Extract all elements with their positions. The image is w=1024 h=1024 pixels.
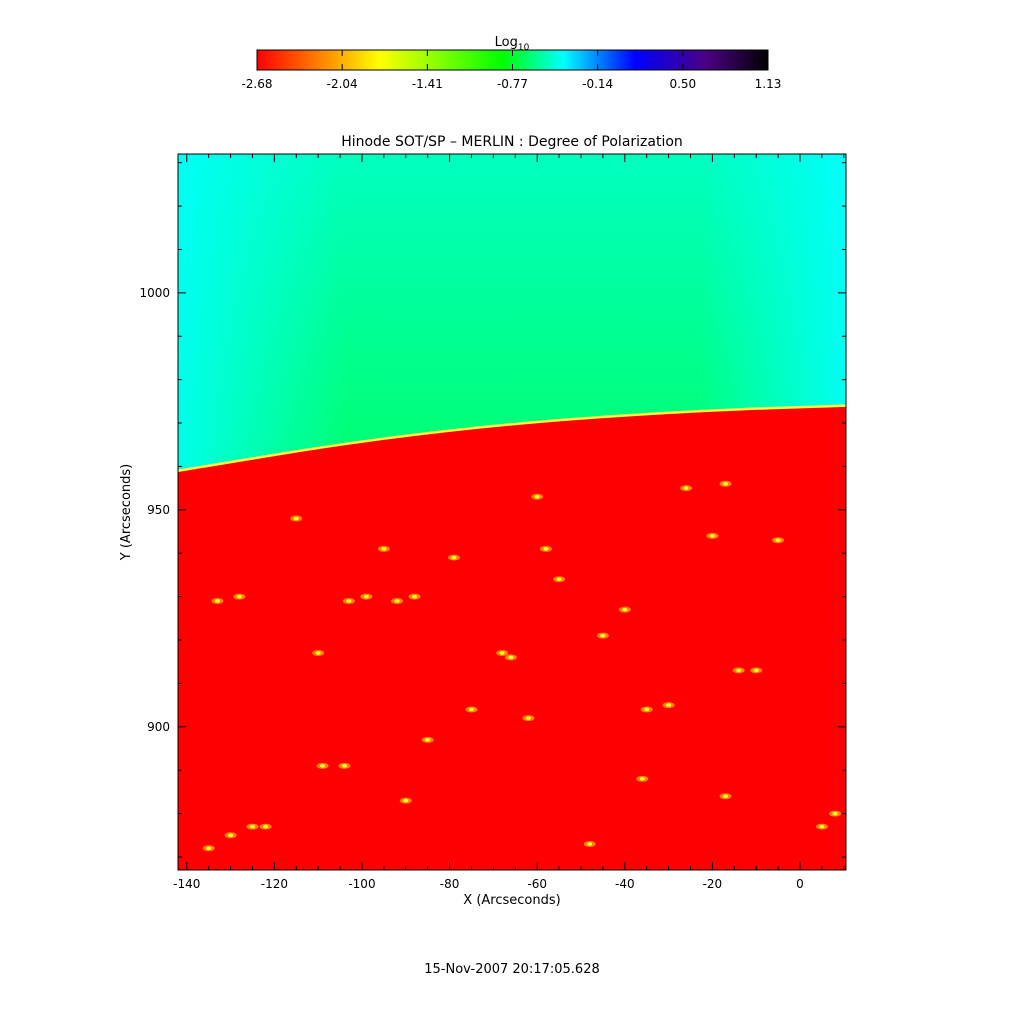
polarization-feature-core	[819, 824, 825, 829]
colorbar: Log10 -2.68 -2.04 -1.41 -0.77 -0.14 0.50 1.13	[241, 35, 781, 91]
polarization-feature-core	[228, 833, 234, 838]
polarization-feature-core	[315, 651, 321, 655]
polarization-feature-core	[666, 703, 672, 707]
polarization-feature-core	[683, 486, 689, 490]
polarization-feature-core	[206, 846, 212, 851]
chart-title: Hinode SOT/SP – MERLIN : Degree of Polar…	[341, 134, 683, 150]
x-tick-label: -60	[527, 877, 547, 891]
y-tick-label: 1000	[139, 286, 170, 300]
x-axis-label: X (Arcseconds)	[463, 893, 560, 908]
x-tick-label: 0	[796, 877, 804, 891]
polarization-feature-core	[543, 547, 549, 551]
polarization-feature-core	[403, 798, 409, 803]
polarization-feature-core	[775, 538, 781, 543]
colorbar-tick-label: 1.13	[755, 77, 782, 91]
polarization-feature-core	[236, 594, 242, 599]
polarization-feature-core	[363, 594, 369, 599]
colorbar-tick-label: -2.04	[327, 77, 358, 91]
plot-frame	[177, 153, 847, 871]
x-tick-label: -20	[703, 877, 723, 891]
axes: -140 -120 -100 -80 -60 -40 -20 0 900 950 1000	[139, 154, 846, 891]
polarization-feature-core	[525, 716, 531, 720]
polarization-feature-core	[832, 811, 838, 816]
y-tick-label: 900	[147, 720, 170, 734]
polarization-feature-core	[394, 599, 400, 603]
footer-timestamp: 15-Nov-2007 20:17:05.628	[424, 962, 600, 977]
colorbar-tick-label: -2.68	[241, 77, 272, 91]
x-tick-label: -120	[261, 877, 288, 891]
polarization-feature-core	[341, 764, 347, 768]
polarization-features	[202, 480, 842, 852]
polarization-feature-core	[293, 516, 299, 521]
polarization-feature-core	[499, 651, 505, 655]
polarization-feature-core	[600, 633, 606, 638]
polarization-feature-core	[644, 707, 650, 712]
colorbar-tick-label: 0.50	[669, 77, 696, 91]
polarization-feature-core	[508, 655, 514, 660]
polarization-feature-core	[214, 599, 220, 603]
polarization-feature-core	[249, 824, 255, 829]
colorbar-ticks: -2.68 -2.04 -1.41 -0.77 -0.14 0.50 1.13	[241, 50, 781, 91]
x-tick-label: -40	[615, 877, 635, 891]
x-tick-label: -80	[440, 877, 460, 891]
y-tick-label: 950	[147, 503, 170, 517]
polarization-feature-core	[451, 555, 457, 560]
polarization-feature-core	[556, 577, 562, 582]
x-tick-label: -100	[348, 877, 375, 891]
polarization-feature-core	[425, 738, 431, 742]
y-axis-label: Y (Arcseconds)	[119, 464, 134, 561]
polarization-feature-core	[622, 607, 628, 612]
polarization-feature-core	[723, 794, 729, 799]
plot-area	[178, 154, 846, 870]
colorbar-tick-label: -0.14	[582, 77, 613, 91]
polarization-feature-core	[639, 777, 645, 781]
colorbar-tick-label: -0.77	[497, 77, 528, 91]
polarization-feature-core	[534, 495, 540, 499]
polarization-feature-core	[320, 764, 326, 768]
colorbar-tick-label: -1.41	[412, 77, 443, 91]
x-tick-label: -140	[173, 877, 200, 891]
colorbar-label: Log10	[495, 35, 530, 53]
polarization-feature-core	[381, 547, 387, 551]
solar-limb-edge	[178, 404, 846, 473]
polarization-feature-core	[753, 668, 759, 673]
solar-disk-region	[178, 405, 846, 870]
polarization-feature-core	[723, 481, 729, 486]
polarization-feature-core	[346, 599, 352, 603]
polarization-feature-core	[468, 707, 474, 712]
polarization-feature-core	[263, 824, 269, 829]
polarization-feature-core	[587, 842, 593, 846]
polarization-feature-core	[709, 534, 715, 538]
polarization-feature-core	[736, 668, 742, 673]
polarization-feature-core	[412, 594, 418, 599]
